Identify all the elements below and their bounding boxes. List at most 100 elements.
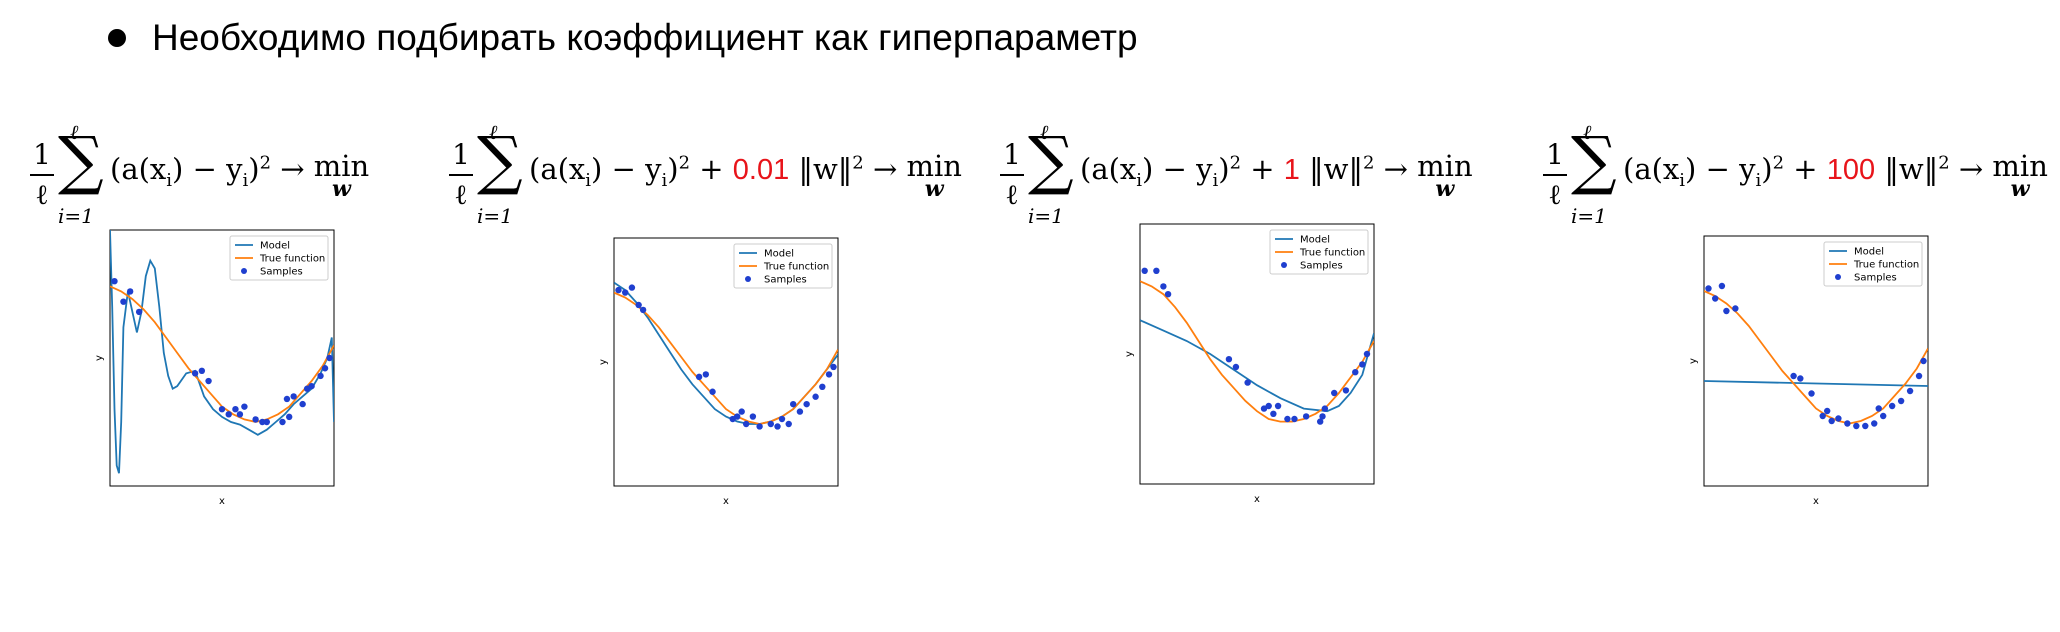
- expr-sup: 2: [1229, 152, 1242, 174]
- formula-expression: (a(xi) − yi)2 + 0.01 ‖w‖2 → min w: [529, 149, 962, 202]
- sample-point: [1331, 389, 1338, 397]
- sample-point: [1160, 283, 1167, 290]
- sum-lower-limit: i=1: [1028, 204, 1064, 228]
- formula-expression: (a(xi) − yi)2 → min w: [110, 152, 369, 202]
- sample-point: [1797, 375, 1804, 382]
- sample-point: [796, 408, 804, 415]
- sample-point: [1274, 402, 1282, 410]
- plot-area: [614, 281, 838, 430]
- sample-point: [1284, 415, 1291, 423]
- sample-point: [1359, 361, 1366, 368]
- expr-part: (a(x: [110, 152, 167, 186]
- sample-point: [111, 278, 118, 285]
- sample-point: [825, 371, 833, 378]
- arrow: →: [271, 152, 314, 186]
- reg-norm: ‖w‖: [798, 152, 853, 186]
- sample-point: [1712, 295, 1719, 302]
- sample-point: [321, 365, 329, 372]
- expr-part: ): [1761, 152, 1773, 186]
- min-operator: min w: [1417, 152, 1472, 201]
- expr-part: ) − y: [591, 152, 662, 186]
- sample-point: [218, 406, 226, 413]
- true-function-line: [1140, 280, 1374, 423]
- sample-point: [738, 408, 745, 415]
- sample-point: [1225, 356, 1233, 363]
- reg-coefficient: 0.01: [732, 154, 790, 186]
- sample-point: [628, 284, 636, 291]
- sample-point: [1875, 405, 1882, 412]
- sample-point: [1244, 379, 1251, 386]
- legend-marker-samples: [1835, 274, 1841, 280]
- sample-point: [1302, 413, 1310, 420]
- sample-point: [774, 423, 781, 430]
- sample-point: [622, 289, 629, 296]
- sample-point: [1871, 420, 1878, 427]
- reg-norm: ‖w‖: [1884, 152, 1939, 186]
- arrow: →: [863, 152, 907, 186]
- expr-part: ) − y: [172, 152, 243, 186]
- sample-point: [1342, 387, 1350, 394]
- sample-point: [1862, 422, 1869, 430]
- x-axis-label: x: [723, 496, 729, 507]
- expr-sub: i: [1679, 169, 1686, 191]
- fraction-denominator: ℓ: [35, 178, 49, 211]
- sample-point: [1808, 390, 1815, 397]
- min-subscript: w: [332, 176, 351, 202]
- sum-lower-limit: i=1: [1571, 204, 1607, 228]
- plot-4-svg: x y Model True function Samples: [1690, 235, 1929, 507]
- sigma-icon: ∑: [1571, 124, 1617, 198]
- plot-1-svg: x y Model True function Samples: [96, 229, 335, 507]
- sample-point: [1835, 415, 1842, 422]
- legend-label: True function: [1299, 248, 1365, 259]
- sample-point: [308, 382, 315, 390]
- sample-point: [1880, 412, 1887, 420]
- sample-point: [283, 395, 291, 403]
- sample-point: [1723, 307, 1730, 315]
- sample-point: [785, 420, 792, 428]
- legend-label: Model: [1854, 247, 1884, 258]
- sample-point: [1352, 369, 1359, 376]
- legend-marker-samples: [745, 276, 751, 282]
- fraction-numerator: 1: [1546, 138, 1564, 171]
- fraction-numerator: 1: [33, 138, 51, 171]
- sample-point: [1321, 405, 1329, 412]
- arrow: →: [1374, 152, 1418, 186]
- min-operator: min w: [314, 152, 369, 202]
- sample-point: [241, 403, 248, 410]
- y-axis-label: y: [1126, 351, 1135, 357]
- sample-point: [120, 298, 127, 305]
- sum-upper-limit: ℓ: [70, 120, 79, 144]
- sigma-icon: ∑: [58, 124, 104, 198]
- plot-2-svg: x y Model True function Samples: [600, 237, 839, 507]
- expr-part: (a(x: [529, 152, 586, 186]
- expr-part: ): [667, 152, 679, 186]
- legend-box: [1823, 241, 1923, 287]
- plot-2: x y Model True function Samples: [600, 236, 840, 510]
- sample-point: [236, 411, 244, 418]
- y-axis-label: y: [96, 355, 105, 361]
- sample-point: [767, 420, 774, 428]
- sample-point: [1705, 285, 1712, 292]
- reg-coefficient: 100: [1826, 154, 1876, 186]
- expr-sub: i: [242, 169, 249, 191]
- expr-sub: i: [1136, 169, 1143, 191]
- x-axis-label: x: [219, 496, 225, 507]
- expr-sup: 2: [259, 152, 272, 174]
- y-axis-label: y: [1690, 358, 1699, 364]
- legend-box: [229, 235, 329, 281]
- legend-label: Samples: [260, 267, 303, 278]
- x-axis-label: x: [1813, 496, 1819, 507]
- expr-sub: i: [166, 169, 173, 191]
- sample-point: [126, 288, 134, 295]
- sample-point: [702, 371, 710, 378]
- sample-point: [1141, 267, 1148, 274]
- expr-sub: i: [585, 169, 592, 191]
- plot-area: [110, 230, 334, 474]
- sample-point: [317, 372, 324, 380]
- sample-point: [1915, 372, 1923, 380]
- sample-point: [1164, 291, 1172, 298]
- sample-point: [1853, 422, 1860, 430]
- sample-point: [326, 354, 333, 362]
- sample-point: [1363, 350, 1371, 358]
